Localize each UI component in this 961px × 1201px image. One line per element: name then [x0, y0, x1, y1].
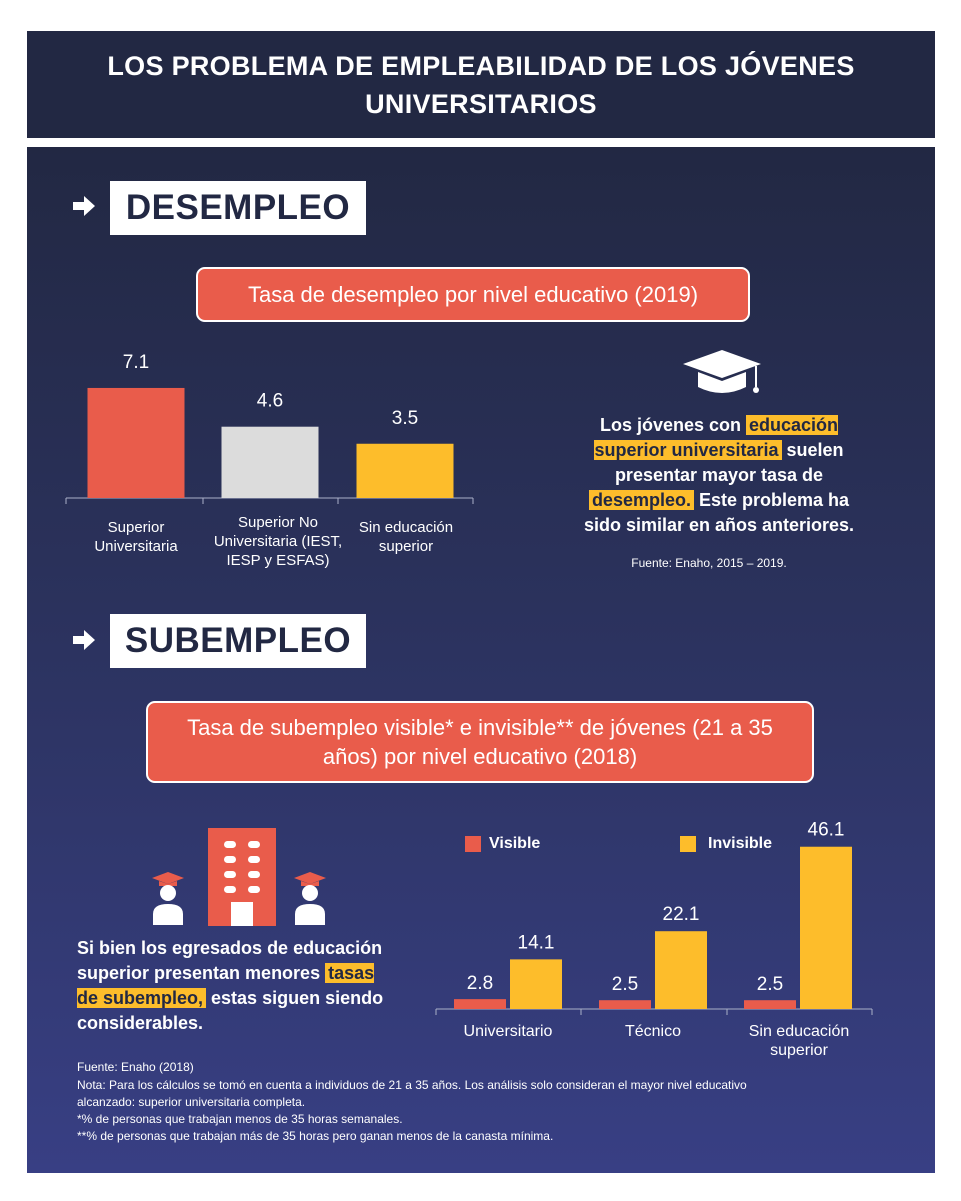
desempleo-text-3: Este problema ha sido similar en años an…: [583, 490, 855, 535]
data-label: 7.1: [123, 352, 149, 373]
category-label: Sin educación superior: [358, 519, 454, 555]
desempleo-text-2: suelen presentar mayor tasa de: [614, 440, 844, 485]
subempleo-text-2: estas siguen siendo considerables.: [77, 988, 384, 1033]
desempleo-text-1: Los jóvenes con: [599, 415, 746, 435]
page-title: LOS PROBLEMA DE EMPLEABILIDAD DE LOS JÓV…: [107, 50, 855, 119]
bar-visible: [599, 1000, 651, 1009]
category-label: Superior Universitaria: [94, 519, 178, 555]
highlight-desempleo: desempleo.: [588, 490, 694, 510]
chart-title-subempleo: Tasa de subempleo visible* e invisible**…: [146, 701, 814, 783]
arrow-right-icon: [73, 196, 95, 216]
category-label: Universitario: [463, 1023, 553, 1040]
footer-notes: Nota: Para los cálculos se tomó en cuent…: [77, 1077, 747, 1145]
building-icon: [208, 828, 276, 926]
chart-title-desempleo: Tasa de desempleo por nivel educativo (2…: [196, 267, 750, 322]
data-label: 2.5: [612, 974, 638, 995]
footnote: *% de personas que trabajan menos de 35 …: [77, 1112, 403, 1126]
bar-visible: [744, 1000, 796, 1009]
data-label: 46.1: [808, 820, 845, 841]
category-label: Sin educación superior: [748, 1023, 850, 1059]
bar-visible: [454, 999, 506, 1009]
subempleo-description: Si bien los egresados de educación super…: [77, 936, 397, 1036]
data-label: 3.5: [392, 408, 418, 429]
footnote: alcanzado: superior universitaria comple…: [77, 1095, 306, 1109]
category-label: Superior No Universitaria (IEST, IESP y …: [213, 514, 343, 569]
graduate-person-icon: [294, 872, 326, 925]
footnote: Nota: Para los cálculos se tomó en cuent…: [77, 1078, 747, 1092]
data-label: 4.6: [257, 391, 283, 412]
subempleo-text-1: Si bien los egresados de educación super…: [77, 938, 383, 983]
legend-swatch-invisible: [680, 836, 696, 852]
section-label-desempleo: DESEMPLEO: [110, 181, 366, 235]
footnote: **% de personas que trabajan más de 35 h…: [77, 1129, 554, 1143]
graduation-cap-icon: [683, 350, 761, 393]
arrow-right-icon: [73, 630, 95, 650]
data-label: 2.8: [467, 973, 493, 994]
legend-label-invisible: Invisible: [708, 835, 773, 852]
desempleo-description: Los jóvenes con educación superior unive…: [583, 413, 855, 538]
bar-invisible: [510, 959, 562, 1009]
bar: [356, 443, 454, 498]
title-banner: LOS PROBLEMA DE EMPLEABILIDAD DE LOS JÓV…: [27, 31, 935, 138]
data-label: 22.1: [663, 904, 700, 925]
bar: [221, 426, 319, 498]
graduate-person-icon: [152, 872, 184, 925]
section-label-subempleo: SUBEMPLEO: [110, 614, 366, 668]
data-label: 2.5: [757, 974, 783, 995]
footer-source: Fuente: Enaho (2018): [77, 1060, 194, 1074]
legend-swatch-visible: [465, 836, 481, 852]
bar: [87, 387, 185, 498]
legend-label-visible: Visible: [489, 835, 541, 852]
bar-invisible: [800, 846, 852, 1009]
data-label: 14.1: [518, 932, 555, 953]
bar-invisible: [655, 931, 707, 1009]
category-label: Técnico: [624, 1023, 682, 1040]
desempleo-source: Fuente: Enaho, 2015 – 2019.: [631, 556, 787, 570]
